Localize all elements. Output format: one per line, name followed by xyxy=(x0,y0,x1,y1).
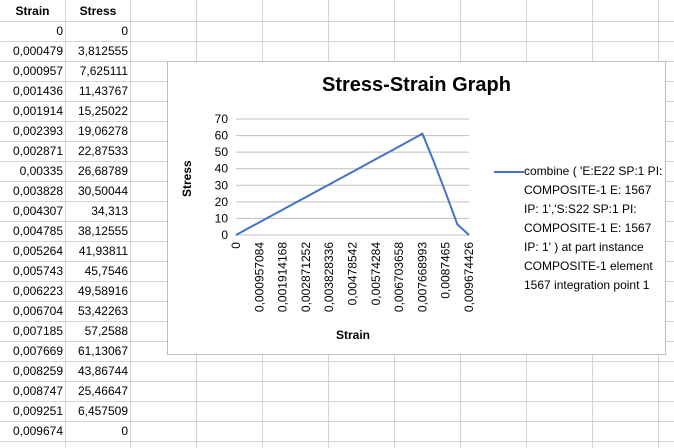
cell-stress[interactable]: 38,12555 xyxy=(77,224,128,238)
cell-stress[interactable]: 22,87533 xyxy=(77,144,128,158)
data-point xyxy=(247,228,249,230)
data-point xyxy=(363,165,365,167)
cell-strain[interactable]: 0,005743 xyxy=(12,264,63,278)
data-point xyxy=(293,202,295,204)
cell-stress[interactable]: 3,812555 xyxy=(77,44,128,58)
cell-strain[interactable]: 0,007669 xyxy=(12,344,63,358)
cell-strain[interactable]: 0,007185 xyxy=(12,324,63,338)
cell-strain[interactable]: 0,000479 xyxy=(12,44,63,58)
y-tick-label: 70 xyxy=(215,112,229,126)
x-tick-label: 0,006703658 xyxy=(392,242,406,312)
x-tick-label: 0,00574284 xyxy=(369,242,383,306)
x-axis-label: Strain xyxy=(336,328,371,342)
cell-strain[interactable]: 0,001914 xyxy=(12,104,63,118)
cell-stress[interactable]: 7,625111 xyxy=(79,64,128,78)
cell-stress[interactable]: 0 xyxy=(121,424,128,438)
y-tick-label: 60 xyxy=(215,129,229,143)
x-tick-label: 0 xyxy=(229,242,243,249)
x-tick-label: 0,001914168 xyxy=(276,242,290,312)
cell-stress[interactable]: 57,2588 xyxy=(84,324,128,338)
cell-stress[interactable]: 25,46647 xyxy=(77,384,128,398)
x-tick-label: 0,002871252 xyxy=(299,242,313,312)
data-point xyxy=(398,145,400,147)
data-point xyxy=(270,215,272,217)
x-tick-label: 0,0087465 xyxy=(439,242,453,299)
cell-strain[interactable]: 0,008747 xyxy=(12,384,63,398)
cell-stress[interactable]: 49,58916 xyxy=(77,284,128,298)
data-point xyxy=(375,158,377,160)
x-tick-label: 0,000957084 xyxy=(252,242,266,312)
x-tick-label: 0,003828336 xyxy=(322,242,336,312)
data-point xyxy=(328,183,330,185)
data-point xyxy=(258,221,260,223)
cell-strain[interactable]: 0,009674 xyxy=(12,424,63,438)
cell-strain[interactable]: 0,004307 xyxy=(12,204,63,218)
cell-stress[interactable]: 30,50044 xyxy=(77,184,128,198)
x-tick-label: 0,007668993 xyxy=(415,242,429,312)
data-point xyxy=(340,177,342,179)
data-point xyxy=(421,133,423,135)
data-point xyxy=(445,192,447,194)
y-tick-label: 30 xyxy=(215,178,229,192)
cell-stress[interactable]: 6,457509 xyxy=(77,404,128,418)
cell-strain[interactable]: 0,00335 xyxy=(19,164,63,178)
data-point xyxy=(410,139,412,141)
cell-stress[interactable]: 19,06278 xyxy=(77,124,128,138)
data-point xyxy=(305,196,307,198)
series-line xyxy=(235,132,470,236)
y-tick-label: 20 xyxy=(215,195,229,209)
cell-strain[interactable]: 0,001436 xyxy=(12,84,63,98)
y-tick-label: 40 xyxy=(215,162,229,176)
cell-strain[interactable]: 0,000957 xyxy=(12,64,63,78)
data-point xyxy=(468,234,470,236)
cell-strain[interactable]: 0,006704 xyxy=(12,304,63,318)
y-tick-label: 10 xyxy=(215,211,229,225)
data-point xyxy=(352,171,353,173)
x-tick-label: 0,009674426 xyxy=(462,242,476,312)
y-tick-label: 50 xyxy=(215,145,229,159)
chart-plot-area: 0 10 20 30 40 50 60 70 0 0,000957084 0,001914168 0,… xyxy=(215,112,476,312)
cell-stress[interactable]: 15,25022 xyxy=(77,104,128,118)
data-point xyxy=(433,161,435,163)
data-point xyxy=(317,190,319,192)
legend-line-marker xyxy=(494,171,524,173)
cell-stress[interactable]: 41,93811 xyxy=(78,244,128,258)
cell-stress[interactable]: 45,7546 xyxy=(84,264,128,278)
cell-strain[interactable]: 0 xyxy=(56,24,63,38)
cell-stress[interactable]: 53,42263 xyxy=(77,304,128,318)
column-header-strain[interactable]: Strain xyxy=(15,4,50,18)
cell-strain[interactable]: 0,009251 xyxy=(12,404,63,418)
x-tick-label: 0,00478542 xyxy=(346,242,360,306)
data-point xyxy=(282,209,284,211)
cell-strain[interactable]: 0,003828 xyxy=(12,184,63,198)
cell-strain[interactable]: 0,005264 xyxy=(12,244,63,258)
data-point xyxy=(235,234,237,236)
cell-strain[interactable]: 0,008259 xyxy=(12,364,63,378)
cell-strain[interactable]: 0,002871 xyxy=(12,144,63,158)
data-point xyxy=(456,223,458,225)
cell-stress[interactable]: 11,43767 xyxy=(78,84,128,98)
stress-strain-chart[interactable]: Stress-Strain Graph Stress Strain 0 10 20 3… xyxy=(167,61,666,355)
chart-legend: combine ( 'E:E22 SP:1 PI: COMPOSITE-1 E:… xyxy=(524,164,663,292)
cell-strain[interactable]: 0,002393 xyxy=(12,124,63,138)
cell-stress[interactable]: 61,13067 xyxy=(77,344,128,358)
y-tick-label: 0 xyxy=(221,228,228,242)
cell-strain[interactable]: 0,006223 xyxy=(12,284,63,298)
chart-title: Stress-Strain Graph xyxy=(322,74,511,96)
cell-stress[interactable]: 43,86744 xyxy=(77,364,128,378)
cell-strain[interactable]: 0,004785 xyxy=(12,224,63,238)
cell-stress[interactable]: 0 xyxy=(121,24,128,38)
cell-stress[interactable]: 26,68789 xyxy=(77,164,128,178)
data-point xyxy=(386,152,388,154)
column-header-stress[interactable]: Stress xyxy=(79,4,117,18)
cell-stress[interactable]: 34,313 xyxy=(91,204,128,218)
